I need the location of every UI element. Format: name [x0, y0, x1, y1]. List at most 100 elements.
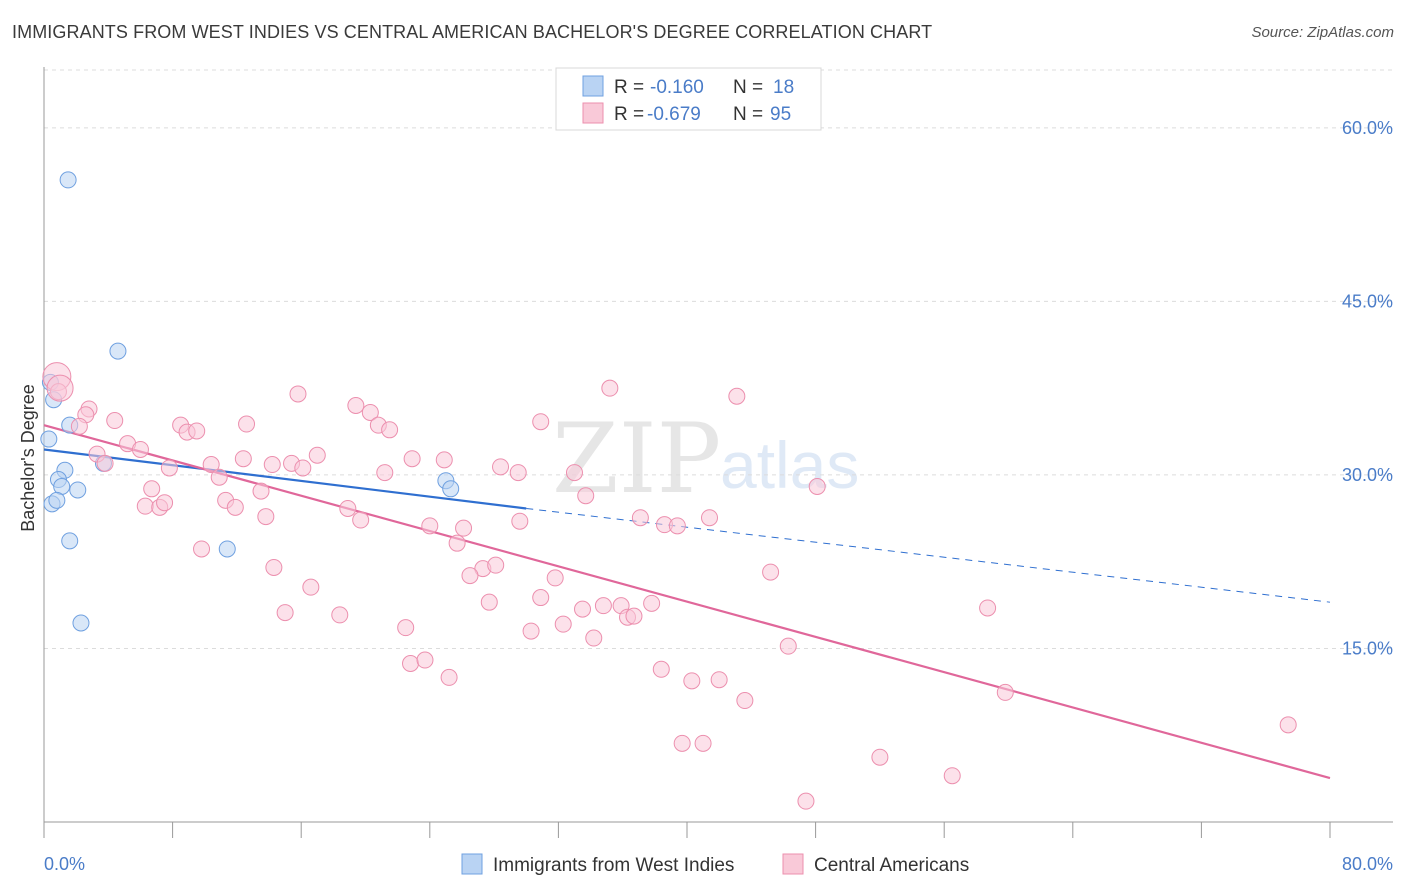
point-west-indies	[59, 171, 77, 189]
y-tick-label: 45.0%	[1342, 291, 1393, 311]
legend-swatch-central-americans	[582, 102, 604, 124]
point-central-americans	[673, 734, 691, 752]
chart-source: Source: ZipAtlas.com	[1251, 24, 1394, 41]
point-central-americans	[797, 792, 815, 810]
legend-r-value-1: -0.160	[650, 77, 704, 98]
point-central-americans	[694, 734, 712, 752]
legend-r-value-2: -0.679	[647, 104, 701, 125]
point-central-americans	[631, 509, 649, 527]
y-tick-label: 60.0%	[1342, 118, 1393, 138]
point-central-americans	[487, 556, 505, 574]
point-central-americans	[131, 440, 149, 458]
legend-swatch-west-indies	[582, 75, 604, 97]
point-central-americans	[546, 569, 564, 587]
point-central-americans	[871, 748, 889, 766]
point-west-indies	[61, 532, 79, 550]
point-central-americans	[234, 450, 252, 468]
legend-n-label-2: N =	[733, 104, 763, 125]
point-central-americans	[683, 672, 701, 690]
point-central-americans	[509, 464, 527, 482]
x-tick-label-min: 0.0%	[44, 854, 85, 874]
legend-n-label-1: N =	[733, 77, 763, 98]
point-central-americans	[289, 385, 307, 403]
point-central-americans	[710, 671, 728, 689]
series-legend-label-west-indies: Immigrants from West Indies	[493, 855, 734, 876]
point-central-americans	[136, 497, 154, 515]
point-central-americans	[625, 607, 643, 625]
y-tick-label: 15.0%	[1342, 638, 1393, 658]
point-central-americans	[435, 451, 453, 469]
point-west-indies	[69, 481, 87, 499]
series-legend-swatch-central-americans	[782, 853, 804, 875]
point-central-americans	[381, 421, 399, 439]
point-central-americans	[257, 508, 275, 526]
point-central-americans	[565, 464, 583, 482]
point-central-americans	[263, 456, 281, 474]
point-central-americans	[736, 692, 754, 710]
point-central-americans	[352, 511, 370, 529]
point-central-americans	[979, 599, 997, 617]
legend-r-label-2: R =	[614, 104, 644, 125]
point-central-americans	[294, 459, 312, 477]
point-central-americans	[302, 578, 320, 596]
point-central-americans	[492, 458, 510, 476]
point-central-americans	[728, 387, 746, 405]
point-central-americans	[70, 417, 88, 435]
point-west-indies	[40, 430, 58, 448]
axes	[43, 67, 1393, 838]
point-central-americans	[943, 767, 961, 785]
point-central-americans	[276, 604, 294, 622]
point-central-americans	[1279, 716, 1297, 734]
point-central-americans	[585, 629, 603, 647]
point-central-americans	[403, 450, 421, 468]
point-central-americans	[397, 619, 415, 637]
point-central-americans	[331, 606, 349, 624]
point-central-americans	[226, 498, 244, 516]
point-central-americans	[210, 468, 228, 486]
point-central-americans	[265, 558, 283, 576]
chart-title: IMMIGRANTS FROM WEST INDIES VS CENTRAL A…	[12, 22, 933, 42]
x-tick-label-max: 80.0%	[1342, 854, 1393, 874]
point-central-americans	[252, 482, 270, 500]
point-central-americans	[160, 459, 178, 477]
point-central-americans	[143, 480, 161, 498]
point-central-americans	[202, 456, 220, 474]
point-west-indies	[72, 614, 90, 632]
y-tick-label: 30.0%	[1342, 465, 1393, 485]
point-central-americans	[193, 540, 211, 558]
point-central-americans	[996, 683, 1014, 701]
grid-lines	[44, 69, 1393, 649]
point-central-americans	[577, 487, 595, 505]
point-central-americans	[668, 517, 686, 535]
point-west-indies	[442, 480, 460, 498]
point-central-americans	[238, 415, 256, 433]
point-central-americans	[601, 379, 619, 397]
point-central-americans	[448, 534, 466, 552]
point-central-americans	[574, 600, 592, 618]
point-central-americans	[421, 517, 439, 535]
point-central-americans	[440, 668, 458, 686]
point-central-americans	[480, 593, 498, 611]
point-west-indies	[109, 342, 127, 360]
point-central-americans	[188, 422, 206, 440]
point-central-americans	[46, 374, 74, 402]
point-central-americans	[308, 446, 326, 464]
series-legend: Immigrants from West Indies Central Amer…	[461, 853, 969, 876]
point-central-americans	[701, 509, 719, 527]
point-central-americans	[511, 512, 529, 530]
point-central-americans	[96, 454, 114, 472]
legend-r-label-1: R =	[614, 77, 644, 98]
point-central-americans	[532, 589, 550, 607]
point-west-indies	[48, 491, 66, 509]
legend: R = -0.160 N = 18 R = -0.679 N = 95	[555, 67, 822, 131]
point-central-americans	[347, 397, 365, 415]
point-central-americans	[779, 637, 797, 655]
y-axis-label: Bachelor's Degree	[18, 384, 38, 532]
point-central-americans	[762, 563, 780, 581]
point-central-americans	[522, 622, 540, 640]
point-central-americans	[461, 567, 479, 585]
point-central-americans	[455, 519, 473, 537]
trend-line-west-indies	[43, 448, 527, 510]
point-central-americans	[402, 655, 420, 673]
